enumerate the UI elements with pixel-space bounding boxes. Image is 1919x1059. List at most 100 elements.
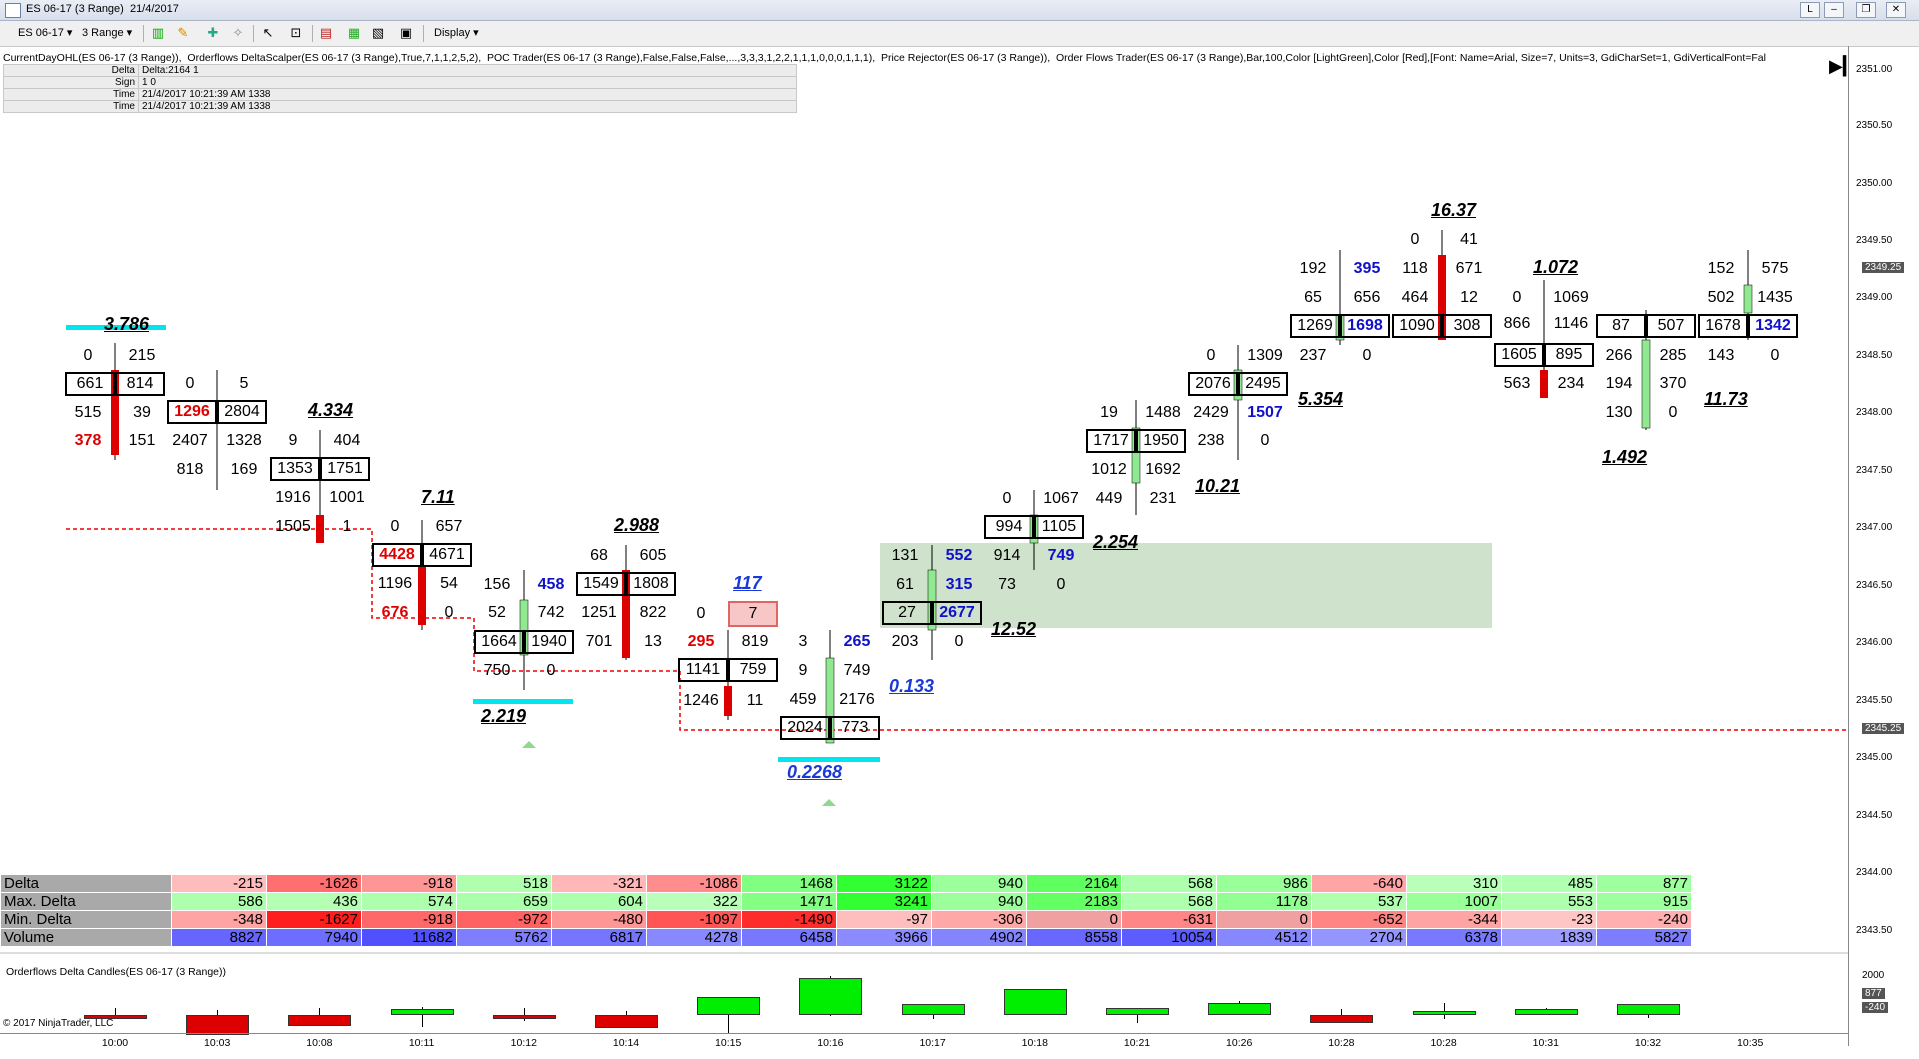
ask-cell: 11 (746, 692, 764, 709)
ask-cell: 657 (435, 518, 463, 535)
chart-trader-icon[interactable]: ▤ (319, 25, 333, 40)
ask-cell: 12 (1460, 289, 1478, 306)
lower-axis-label: 2000 (1862, 970, 1885, 981)
delta-cell: 3122 (836, 874, 932, 893)
delta-cell: -344 (1406, 910, 1502, 929)
bear-candle (111, 370, 119, 455)
ask-cell: 671 (1455, 260, 1483, 277)
ask-cell: 395 (1353, 260, 1381, 277)
time-label: 10:21 (1123, 1037, 1151, 1049)
period-selector[interactable]: 3 Range ▾ (82, 27, 133, 39)
window-title: ES 06-17 (3 Range) 21/4/2017 (26, 3, 179, 15)
bid-cell: 2024 (780, 716, 830, 740)
delta-candle (1514, 1009, 1578, 1015)
data-box-icon[interactable]: ▦ (347, 25, 361, 40)
delta-cell: 0 (1216, 910, 1312, 929)
bid-cell: 1251 (581, 604, 617, 621)
info-value: 21/4/2017 10:21:39 AM 1338 (138, 88, 797, 101)
bid-cell: 61 (896, 576, 914, 593)
delta-candle-wick (115, 1007, 116, 1020)
delta-cell: 3241 (836, 892, 932, 911)
bid-cell: 1269 (1290, 314, 1340, 338)
ratio-label: 10.21 (1195, 476, 1241, 496)
ask-cell: 1328 (226, 432, 262, 449)
ask-cell: 1069 (1553, 289, 1589, 306)
toolbar: ES 06-17 ▾ 3 Range ▾ ▥ ✎ ✚ ✧ ↖ ⊡ ▤ ▦ ▧ ▣… (0, 21, 1919, 47)
scroll-to-end-icon[interactable]: ▶▎ (1829, 56, 1857, 76)
info-key: Time (3, 100, 139, 113)
delta-cell: 537 (1311, 892, 1407, 911)
delta-candle (697, 997, 761, 1015)
support-zone (880, 543, 1492, 628)
delta-cell: -652 (1311, 910, 1407, 929)
properties-icon[interactable]: ▣ (399, 25, 413, 40)
bull-candle (927, 569, 937, 631)
price-label: 2345.00 (1856, 752, 1893, 763)
delta-cell: -1626 (266, 874, 362, 893)
ask-cell: 0 (1770, 347, 1780, 364)
ask-cell: 54 (440, 575, 458, 592)
indicator-legend: CurrentDayOHL(ES 06-17 (3 Range)), Order… (3, 52, 1766, 64)
bid-cell: 378 (74, 432, 102, 449)
delta-cell: 6378 (1406, 928, 1502, 947)
delta-cell: 553 (1501, 892, 1597, 911)
link-button[interactable]: L (1800, 2, 1820, 18)
price-label: 2350.00 (1856, 178, 1893, 189)
ask-cell: 234 (1557, 375, 1585, 392)
delta-cell: -972 (456, 910, 552, 929)
bid-cell: 676 (381, 604, 409, 621)
bid-cell: 1916 (275, 489, 311, 506)
ask-cell: 2176 (839, 691, 875, 708)
time-label: 10:17 (919, 1037, 946, 1049)
pencil-icon[interactable]: ✎ (177, 25, 189, 40)
ask-cell: 2677 (932, 601, 982, 625)
delta-cell: 1468 (741, 874, 837, 893)
ask-cell: 507 (1646, 314, 1696, 338)
delta-candle-wick (421, 1007, 423, 1027)
bid-cell: 750 (483, 662, 511, 679)
ask-cell: 1751 (320, 457, 370, 481)
bid-cell: 0 (390, 518, 400, 535)
toolbar-separator (143, 25, 144, 42)
delta-cell: 574 (361, 892, 457, 911)
bid-cell: 661 (65, 372, 115, 396)
minimize-button[interactable]: – (1824, 2, 1844, 18)
bid-cell: 464 (1401, 289, 1429, 306)
instrument-label: ES 06-17 (18, 27, 64, 39)
ask-cell: 1105 (1034, 515, 1084, 539)
cursor-icon[interactable]: ↖ (262, 25, 274, 40)
info-value: 21/4/2017 10:21:39 AM 1338 (138, 100, 797, 113)
delta-cell: 604 (551, 892, 647, 911)
ask-cell: 1 (342, 518, 352, 535)
ask-cell: 0 (1260, 432, 1270, 449)
ask-cell: 231 (1149, 490, 1177, 507)
ask-cell: 759 (728, 658, 778, 682)
strategy-icon[interactable]: ✧ (232, 25, 244, 40)
zoom-icon[interactable]: ⊡ (290, 25, 302, 40)
close-button[interactable]: ✕ (1886, 2, 1906, 18)
lower-axis-label: 877 (1862, 988, 1885, 999)
bid-cell: 0 (185, 375, 195, 392)
restore-button[interactable]: ❐ (1856, 2, 1876, 18)
ask-cell: 822 (639, 604, 667, 621)
ask-cell: 2804 (217, 400, 267, 424)
display-menu[interactable]: Display ▾ (434, 27, 479, 39)
ask-cell: 308 (1442, 314, 1492, 338)
image-icon[interactable]: ▧ (371, 25, 385, 40)
bear-candle (418, 565, 426, 625)
ratio-label: 2.254 (1093, 532, 1139, 552)
bid-cell: 502 (1707, 289, 1735, 306)
bar-style-icon[interactable]: ▥ (151, 25, 165, 40)
price-label: 2348.50 (1856, 350, 1893, 361)
ratio-label: 4.334 (308, 400, 354, 420)
bear-candle (1540, 370, 1548, 398)
delta-table-row: Volume 8827 7940 11682 5762 6817 4278 6458 3966 4… (0, 928, 1692, 947)
delta-cell: 2704 (1311, 928, 1407, 947)
add-indicator-icon[interactable]: ✚ (207, 25, 219, 40)
instrument-selector[interactable]: ES 06-17 ▾ (18, 27, 73, 39)
time-label: 10:26 (1226, 1037, 1253, 1049)
ask-cell: 458 (537, 576, 565, 593)
bid-cell: 238 (1197, 432, 1225, 449)
ratio-label: 12.52 (991, 619, 1037, 639)
